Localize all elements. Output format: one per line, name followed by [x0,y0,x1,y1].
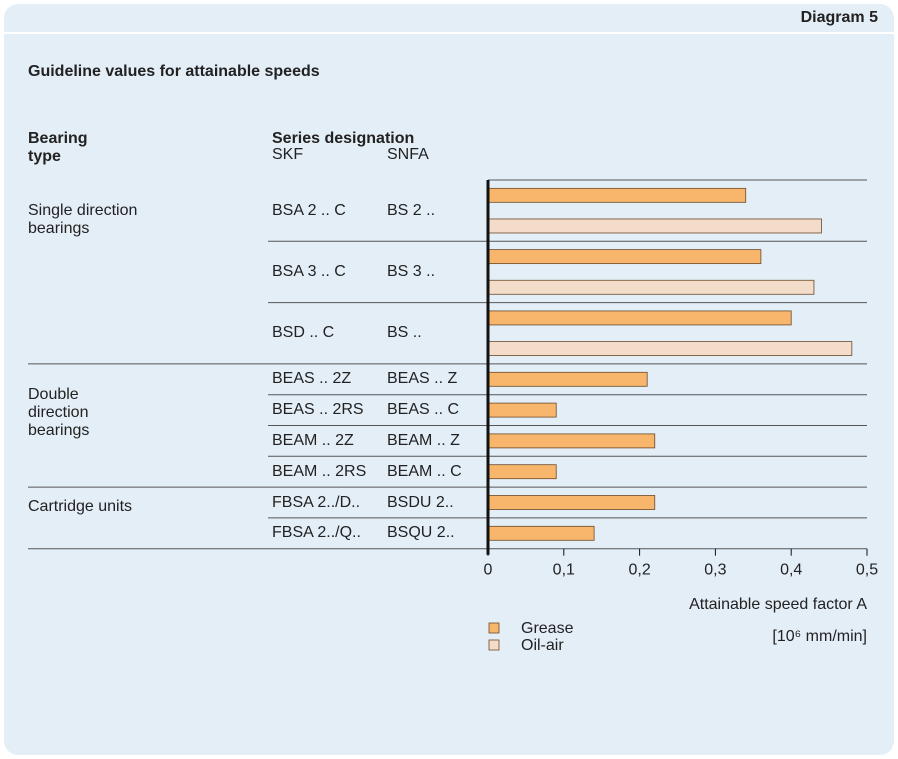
skf-designation: BEAS .. 2Z [272,370,352,388]
bar [487,464,557,480]
panel [4,4,894,755]
snfa-designation: BS .. [387,324,422,342]
legend-swatch [488,639,500,651]
bar [487,310,792,326]
legend-label: Grease [521,620,574,637]
series-header: Series designation [272,130,415,147]
bar [487,525,595,541]
bar [487,495,656,510]
snfa-header: SNFA [387,146,429,163]
header-divider [4,32,894,34]
x-tick-label: 0,4 [780,562,802,579]
skf-designation: FBSA 2../Q.. [272,524,361,542]
skf-designation: BEAM .. 2RS [272,462,367,480]
skf-designation: FBSA 2../D.. [272,493,361,511]
skf-designation: BEAS .. 2RS [272,401,364,419]
bar [487,218,822,234]
skf-designation: BSA 2 .. C [272,201,346,219]
group-label: Double direction bearings [28,385,90,439]
x-tick-label: 0,5 [856,562,878,579]
x-axis-label: Attainable speed factor A [689,596,867,613]
bar [487,279,815,295]
skf-designation: BSD .. C [272,324,335,342]
snfa-designation: BEAM .. C [387,462,462,480]
group-label: Single direction bearings [28,202,138,237]
snfa-designation: BS 3 .. [387,262,436,280]
bar [487,187,747,203]
bar [487,402,557,418]
x-axis-unit: [10⁶ mm/min] [772,628,867,645]
snfa-designation: BSQU 2.. [387,524,455,542]
bar [487,341,853,356]
snfa-designation: BS 2 .. [387,201,436,219]
snfa-designation: BEAS .. C [387,401,460,419]
skf-designation: BEAM .. 2Z [272,431,354,449]
bar [487,249,762,265]
group-label: Cartridge units [28,497,133,515]
diagram-number: Diagram 5 [800,9,878,26]
bar [487,371,648,387]
group-header: Bearing type [28,130,88,165]
x-tick-label: 0 [484,562,493,579]
snfa-designation: BSDU 2.. [387,493,454,511]
legend-swatch [488,622,500,634]
x-tick-label: 0,3 [704,562,726,579]
x-tick-label: 0,1 [553,562,575,579]
snfa-designation: BEAS .. Z [387,370,458,388]
x-tick-label: 0,2 [628,562,650,579]
skf-designation: BSA 3 .. C [272,262,346,280]
skf-header: SKF [272,146,304,163]
legend-label: Oil-air [521,637,564,654]
bar [487,433,656,449]
snfa-designation: BEAM .. Z [387,431,460,449]
chart-title: Guideline values for attainable speeds [28,63,320,80]
